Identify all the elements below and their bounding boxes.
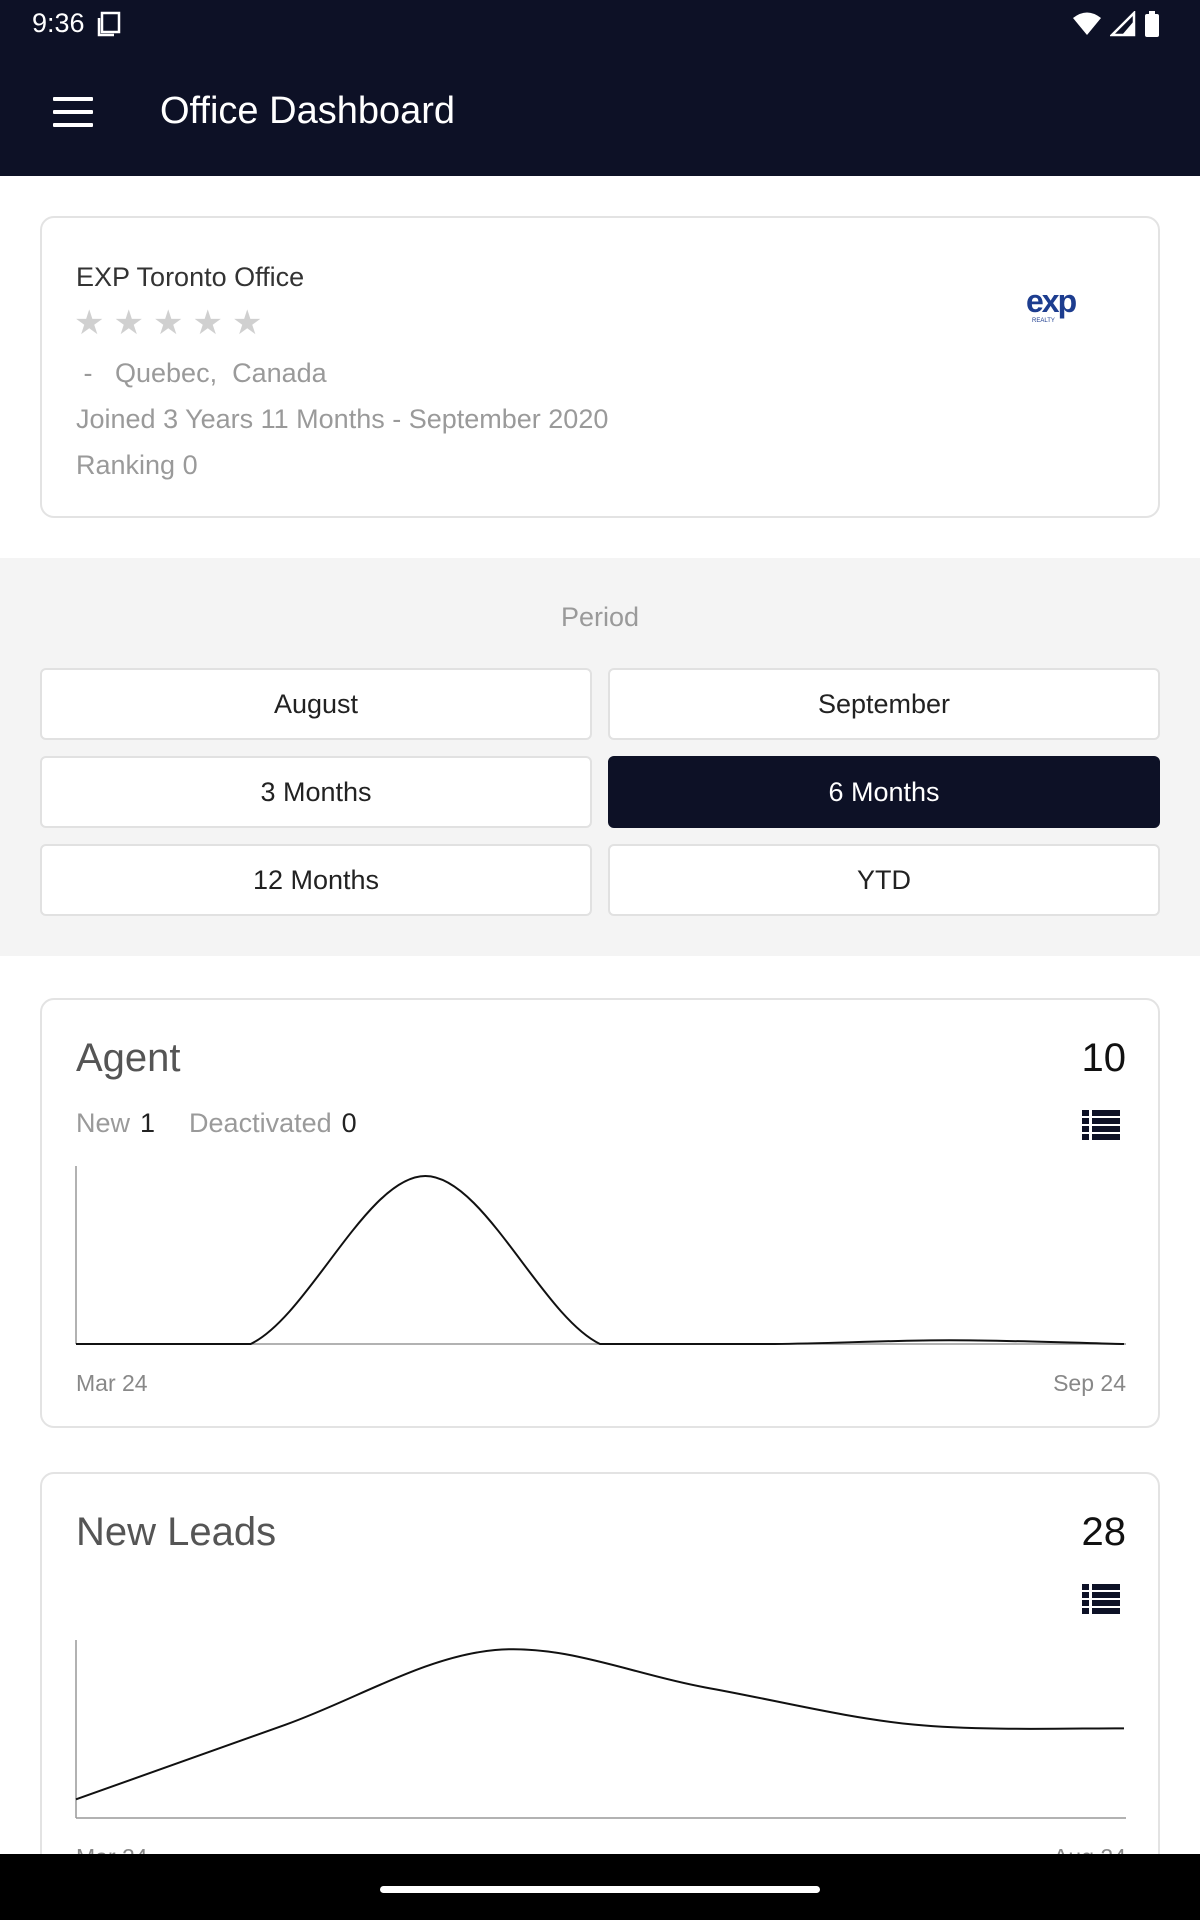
agent-chart-series-line xyxy=(76,1174,1125,1345)
svg-text:exp: exp xyxy=(1026,283,1077,319)
screenshot-icon xyxy=(97,11,121,37)
hamburger-menu-icon xyxy=(53,97,93,101)
star-icon: ★ xyxy=(231,304,263,342)
exp-realty-logo: exp REALTY xyxy=(1026,283,1079,324)
deactivated-label: Deactivated xyxy=(189,1108,332,1138)
star-icon: ★ xyxy=(113,304,144,342)
period-august-button[interactable]: August xyxy=(40,668,592,740)
status-icons xyxy=(1072,11,1160,37)
leads-chart xyxy=(75,1640,1126,1819)
wifi-icon xyxy=(1073,12,1101,35)
list-view-icon[interactable] xyxy=(1082,1584,1120,1614)
star-icon: ★ xyxy=(152,304,184,342)
star-rating: ★ ★ ★ ★ ★ xyxy=(74,306,262,340)
new-label: New xyxy=(76,1108,131,1138)
hamburger-line xyxy=(53,123,93,127)
office-location: - Quebec, Canada xyxy=(76,358,327,388)
list-view-icon[interactable] xyxy=(1082,1110,1120,1140)
status-time: 9:36 xyxy=(32,8,85,38)
svg-text:REALTY: REALTY xyxy=(1032,318,1055,324)
office-joined: Joined 3 Years 11 Months - September 202… xyxy=(76,404,609,434)
page-title: Office Dashboard xyxy=(160,90,456,132)
office-name: EXP Toronto Office xyxy=(76,262,305,292)
hamburger-line xyxy=(53,110,93,114)
navigation-bar xyxy=(0,1854,1200,1920)
agent-x-end-label: Sep 24 xyxy=(1053,1370,1126,1396)
cellular-icon xyxy=(1110,11,1136,37)
agent-meta: New 1 Deactivated 0 xyxy=(76,1108,391,1139)
period-september-button[interactable]: September xyxy=(608,668,1160,740)
leads-count: 28 xyxy=(1081,1510,1127,1554)
new-value: 1 xyxy=(140,1108,156,1138)
office-card: EXP Toronto Office ★ ★ ★ ★ ★ - Quebec, C… xyxy=(40,216,1160,518)
agent-count: 10 xyxy=(1081,1036,1127,1080)
agent-card: Agent 10 New 1 Deactivated 0 Mar 24 Sep 24 xyxy=(40,998,1160,1428)
period-3-months-button[interactable]: 3 Months xyxy=(40,756,592,828)
period-section: Period August September 3 Months 6 Month… xyxy=(0,558,1200,956)
menu-button[interactable] xyxy=(44,86,100,138)
agent-title: Agent xyxy=(76,1036,181,1080)
leads-chart-series-line xyxy=(75,1648,1125,1801)
battery-icon xyxy=(1145,11,1159,37)
new-leads-card: New Leads 28 Mar 24 Aug 24 xyxy=(40,1472,1160,1912)
agent-x-start-label: Mar 24 xyxy=(76,1370,148,1396)
app-bar: Office Dashboard xyxy=(0,46,1200,176)
home-handle[interactable] xyxy=(380,1886,820,1893)
deactivated-value: 0 xyxy=(341,1108,357,1138)
leads-title: New Leads xyxy=(76,1510,277,1554)
office-ranking: Ranking 0 xyxy=(76,450,198,480)
period-ytd-button[interactable]: YTD xyxy=(608,844,1160,916)
period-label: Period xyxy=(560,602,640,632)
period-12-months-button[interactable]: 12 Months xyxy=(40,844,592,916)
star-icon: ★ xyxy=(74,304,105,342)
status-bar: 9:36 xyxy=(0,0,1200,46)
star-icon: ★ xyxy=(192,304,223,342)
period-6-months-button[interactable]: 6 Months xyxy=(608,756,1160,828)
agent-chart xyxy=(75,1166,1126,1345)
